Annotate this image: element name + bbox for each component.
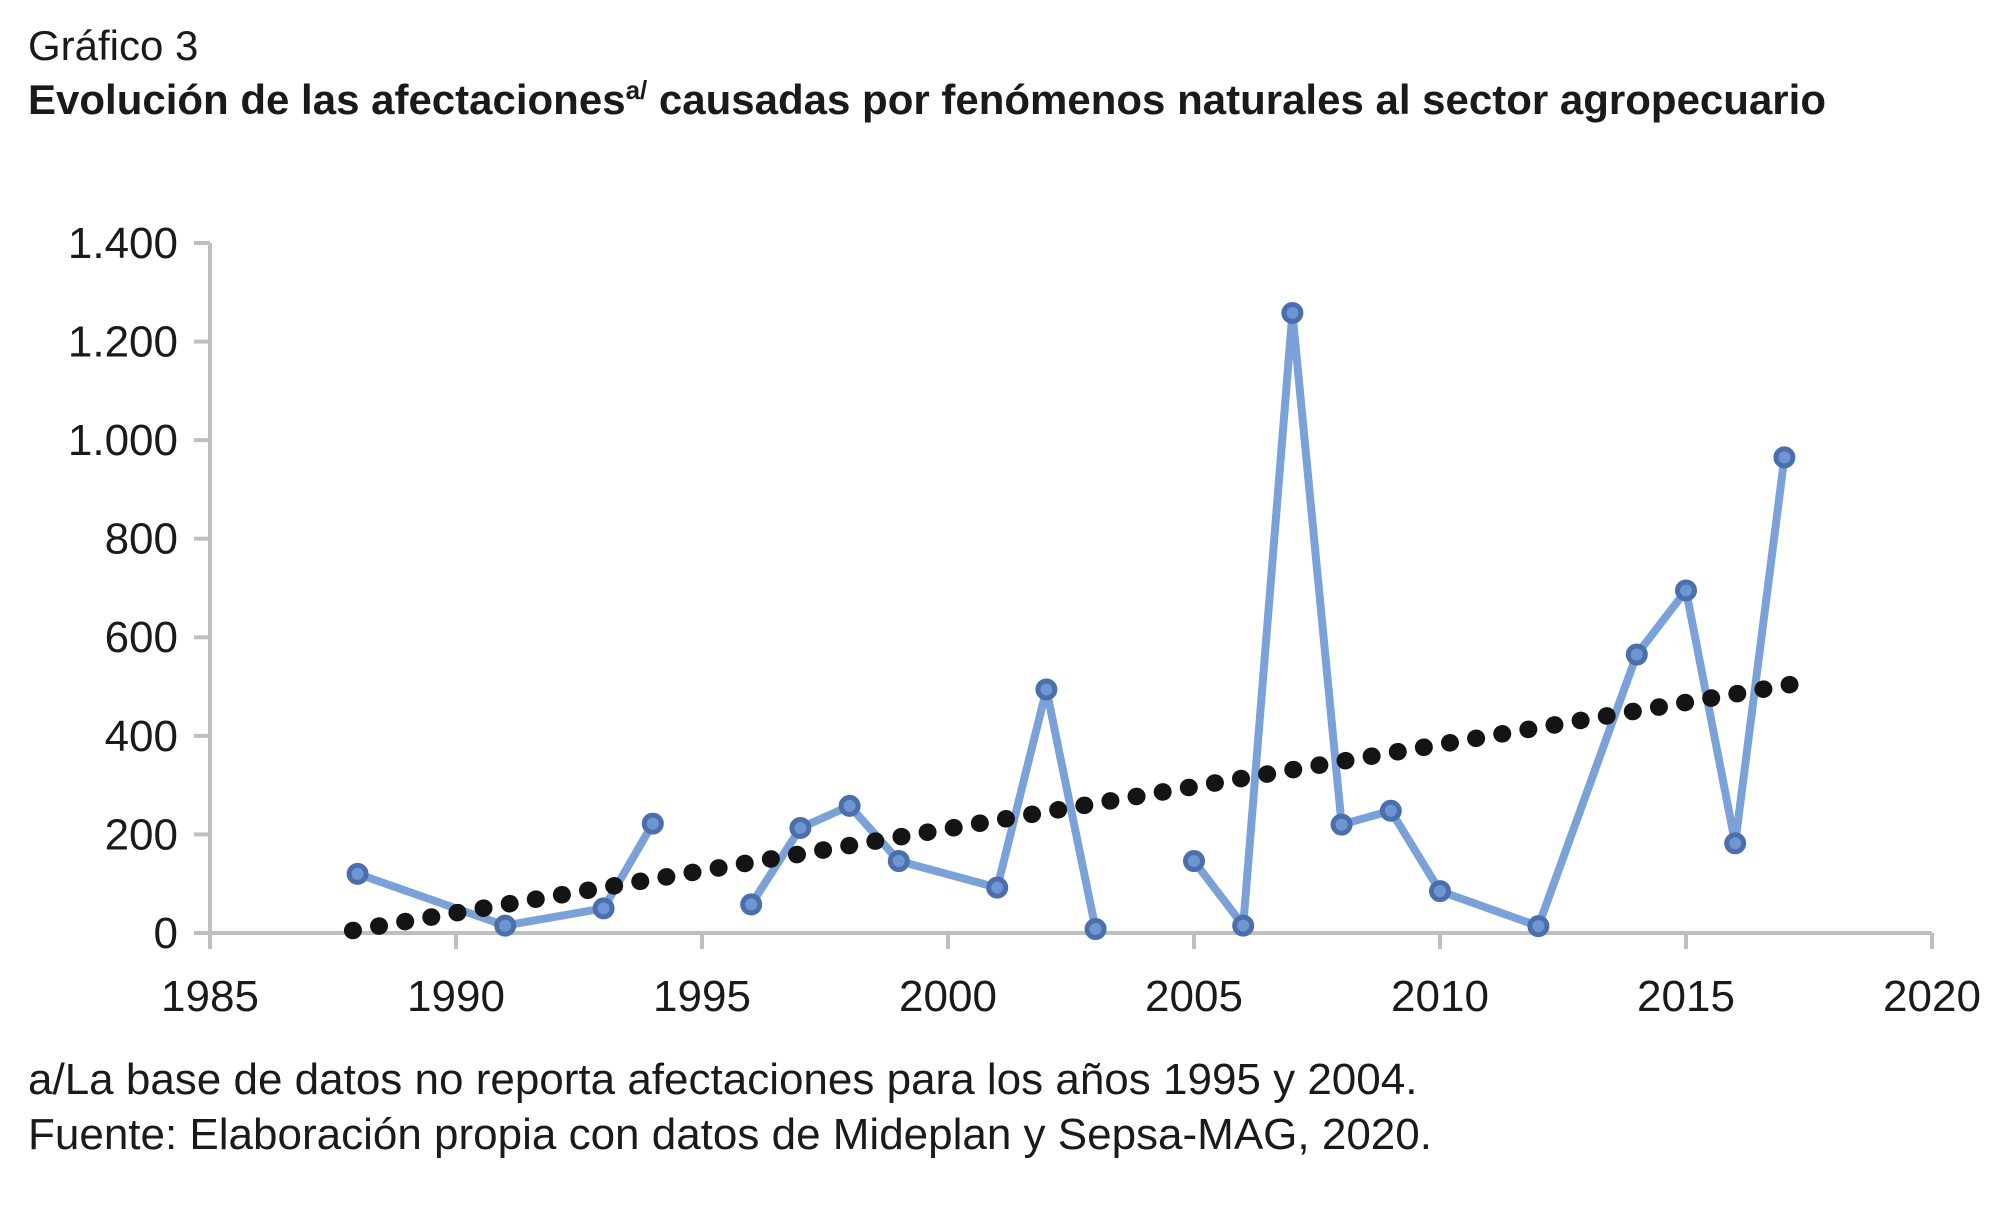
data-point-marker: [592, 897, 615, 920]
y-tick-label: 1.400: [68, 219, 178, 268]
data-point-marker: [346, 862, 369, 885]
data-point-marker: [1084, 918, 1107, 941]
chart-title-text: Evolución de las afectaciones: [28, 76, 626, 123]
x-tick-label: 2015: [1637, 972, 1735, 1021]
axes: [194, 241, 1934, 949]
x-tick-label: 2020: [1883, 972, 1981, 1021]
data-point-marker: [789, 817, 812, 840]
data-point-marker: [641, 812, 664, 835]
data-point-marker: [1183, 850, 1205, 873]
trend-line: [343, 673, 1811, 940]
series-segment: [353, 819, 657, 930]
footnote-source: Fuente: Elaboración propia con datos de …: [28, 1110, 1432, 1159]
chart-number-label: Gráfico 3: [28, 22, 199, 69]
trend-dotted-line: [343, 673, 1811, 940]
series-segment: [1190, 308, 1789, 931]
data-point-marker: [986, 876, 1009, 899]
data-point-marker: [1773, 446, 1796, 469]
data-point-marker: [740, 893, 763, 916]
y-axis-labels: 0 200 400 600 800 1.000 1.200 1.400: [68, 219, 178, 958]
data-point-marker: [1035, 678, 1058, 701]
series-segment: [747, 685, 1100, 934]
data-point-marker: [1379, 799, 1402, 822]
chart-title-text-continued: causadas por fenómenos naturales al sect…: [647, 76, 1826, 123]
x-tick-label: 2010: [1391, 972, 1489, 1021]
data-point-marker: [1232, 914, 1255, 937]
chart-title: Evolución de las afectacionesa/ causadas…: [28, 76, 1826, 124]
x-tick-label: 2000: [899, 972, 997, 1021]
footnote-note: a/La base de datos no reporta afectacion…: [28, 1055, 1418, 1104]
y-tick-label: 200: [105, 810, 178, 859]
y-tick-label: 0: [154, 909, 178, 958]
data-point-marker: [494, 914, 517, 937]
data-point-marker: [1675, 579, 1697, 602]
data-point-marker: [838, 794, 861, 817]
data-point-marker: [1330, 813, 1353, 836]
y-tick-label: 1.200: [68, 318, 178, 367]
x-axis-labels: 1985 1990 1995 2000 2005 2010 2015 2020: [161, 972, 1981, 1021]
x-tick-label: 1995: [653, 972, 751, 1021]
y-tick-label: 400: [105, 712, 178, 761]
data-point-marker: [1724, 832, 1747, 855]
x-tick-label: 1990: [407, 972, 505, 1021]
y-tick-label: 1.000: [68, 416, 178, 465]
data-point-marker: [1429, 880, 1451, 903]
data-series-line: [353, 308, 1789, 934]
y-tick-label: 600: [105, 613, 178, 662]
footnotes: a/La base de datos no reporta afectacion…: [28, 1052, 1432, 1162]
chart-title-superscript: a/: [625, 75, 648, 105]
data-point-markers: [346, 301, 1796, 941]
x-tick-label: 2005: [1145, 972, 1243, 1021]
y-tick-label: 800: [105, 515, 178, 564]
data-point-marker: [1281, 301, 1304, 324]
data-point-marker: [887, 850, 910, 873]
x-tick-label: 1985: [161, 972, 259, 1021]
data-point-marker: [1527, 915, 1550, 938]
data-point-marker: [1625, 643, 1648, 666]
